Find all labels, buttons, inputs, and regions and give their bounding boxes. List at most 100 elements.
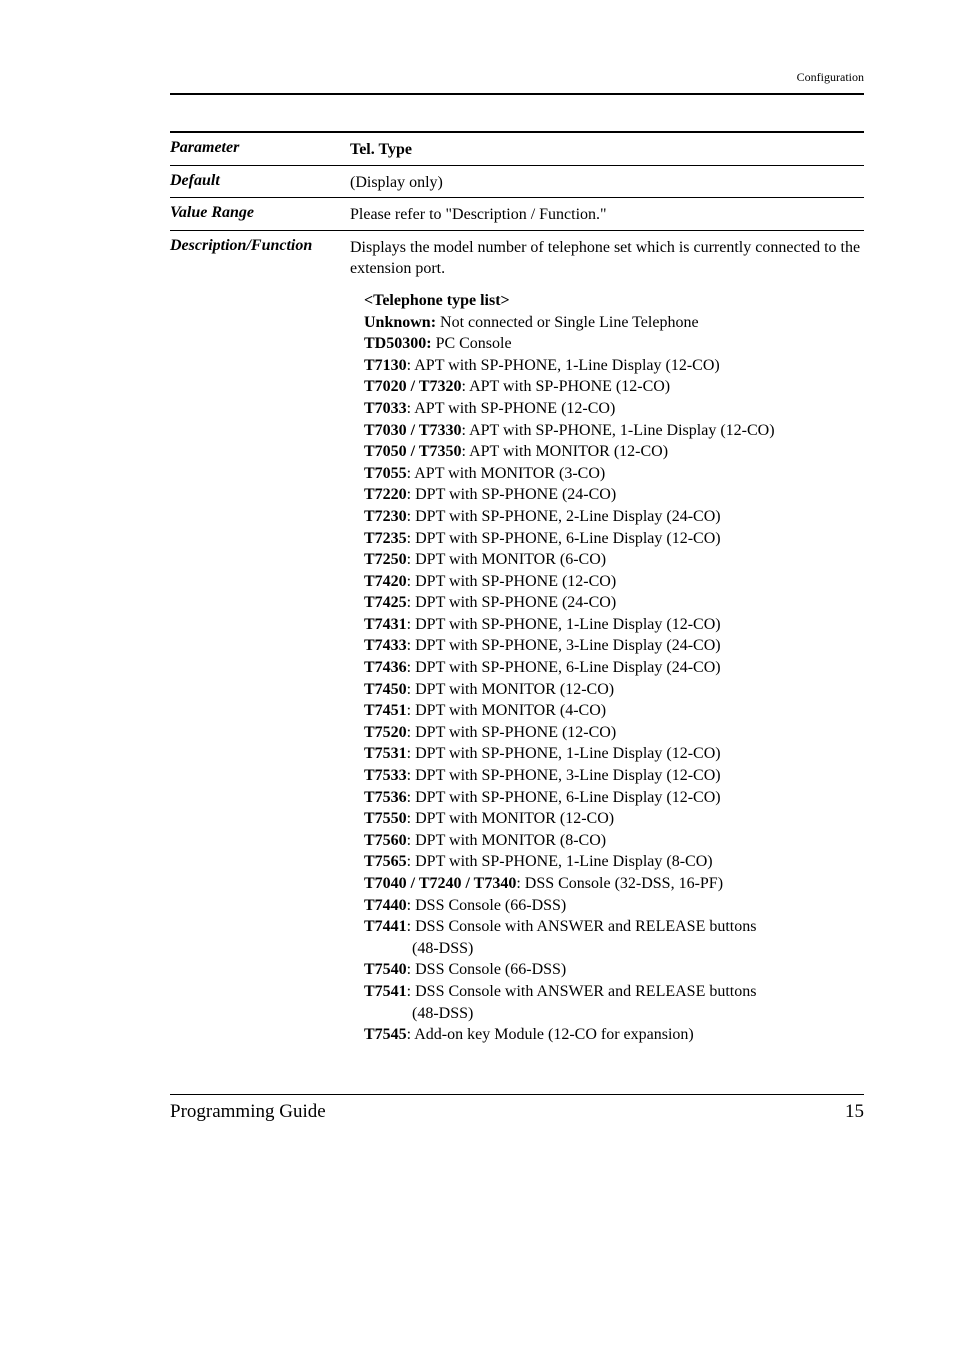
tel-item-model: T7030 / T7330 — [364, 422, 462, 439]
tel-item-desc: : DPT with SP-PHONE, 1-Line Display (12-… — [407, 616, 721, 633]
tel-item: T7440: DSS Console (66-DSS) — [364, 895, 864, 917]
tel-item-model: T7235 — [364, 530, 407, 547]
tel-item: T7030 / T7330: APT with SP-PHONE, 1-Line… — [364, 420, 864, 442]
tel-item: T7431: DPT with SP-PHONE, 1-Line Display… — [364, 614, 864, 636]
row-default: Default (Display only) — [170, 166, 864, 194]
tel-item-model: T7451 — [364, 702, 407, 719]
tel-item-desc: : DPT with MONITOR (6-CO) — [407, 551, 606, 568]
tel-item-desc: : DPT with SP-PHONE, 1-Line Display (8-C… — [407, 853, 713, 870]
tel-item-desc: : DPT with SP-PHONE, 1-Line Display (12-… — [407, 745, 721, 762]
telephone-type-list: <Telephone type list> Unknown: Not conne… — [350, 290, 864, 1046]
tel-item-model: T7033 — [364, 400, 407, 417]
tel-item: T7130: APT with SP-PHONE, 1-Line Display… — [364, 355, 864, 377]
tel-item-model: T7550 — [364, 810, 407, 827]
tel-item: T7545: Add-on key Module (12-CO for expa… — [364, 1024, 864, 1046]
tel-item-model: T7055 — [364, 465, 407, 482]
tel-item: T7433: DPT with SP-PHONE, 3-Line Display… — [364, 635, 864, 657]
tel-item-desc: PC Console — [432, 335, 512, 352]
tel-item: T7420: DPT with SP-PHONE (12-CO) — [364, 571, 864, 593]
tel-item-model: T7436 — [364, 659, 407, 676]
tel-item-model: T7536 — [364, 789, 407, 806]
header-section-label: Configuration — [170, 70, 864, 85]
tel-item: T7235: DPT with SP-PHONE, 6-Line Display… — [364, 528, 864, 550]
tel-item: T7531: DPT with SP-PHONE, 1-Line Display… — [364, 743, 864, 765]
tel-item-model: T7420 — [364, 573, 407, 590]
tel-item: T7520: DPT with SP-PHONE (12-CO) — [364, 722, 864, 744]
tel-item-desc: : APT with MONITOR (12-CO) — [462, 443, 669, 460]
tel-item: T7533: DPT with SP-PHONE, 3-Line Display… — [364, 765, 864, 787]
value-parameter-text: Tel. Type — [350, 141, 412, 158]
tel-item-desc: : DPT with SP-PHONE (12-CO) — [407, 724, 617, 741]
tel-item-model: TD50300: — [364, 335, 432, 352]
tel-items-container: Unknown: Not connected or Single Line Te… — [364, 312, 864, 1046]
tel-item-model: T7220 — [364, 486, 407, 503]
tel-item-desc: : DPT with SP-PHONE, 3-Line Display (24-… — [407, 637, 721, 654]
tel-item: T7550: DPT with MONITOR (12-CO) — [364, 808, 864, 830]
tel-item-desc: : DSS Console (66-DSS) — [407, 961, 567, 978]
tel-item: T7541: DSS Console with ANSWER and RELEA… — [364, 981, 864, 1003]
tel-item-desc: : DPT with MONITOR (12-CO) — [407, 681, 614, 698]
tel-item-desc: : DSS Console (32-DSS, 16-PF) — [516, 875, 723, 892]
tel-item-desc: : APT with SP-PHONE (12-CO) — [407, 400, 616, 417]
row-range: Value Range Please refer to "Description… — [170, 198, 864, 226]
tel-item-model: T7130 — [364, 357, 407, 374]
tel-item-model: T7533 — [364, 767, 407, 784]
tel-item-model: T7531 — [364, 745, 407, 762]
tel-item-desc: : DPT with SP-PHONE, 6-Line Display (12-… — [407, 530, 721, 547]
tel-item-model: T7020 / T7320 — [364, 378, 462, 395]
tel-item-desc: : DPT with MONITOR (4-CO) — [407, 702, 606, 719]
tel-item-desc: : APT with SP-PHONE, 1-Line Display (12-… — [407, 357, 720, 374]
row-parameter: Parameter Tel. Type — [170, 133, 864, 161]
tel-item-desc: : APT with SP-PHONE, 1-Line Display (12-… — [462, 422, 775, 439]
tel-item-model: T7541 — [364, 983, 407, 1000]
value-parameter: Tel. Type — [350, 133, 864, 161]
tel-item-desc: : APT with SP-PHONE (12-CO) — [462, 378, 671, 395]
tel-item-model: T7450 — [364, 681, 407, 698]
tel-item: T7425: DPT with SP-PHONE (24-CO) — [364, 592, 864, 614]
tel-item: T7050 / T7350: APT with MONITOR (12-CO) — [364, 441, 864, 463]
tel-item-model: T7565 — [364, 853, 407, 870]
tel-item-desc: : DPT with SP-PHONE, 6-Line Display (24-… — [407, 659, 721, 676]
tel-item: T7450: DPT with MONITOR (12-CO) — [364, 679, 864, 701]
desc-text: Displays the model number of telephone s… — [350, 239, 860, 278]
tel-item: T7536: DPT with SP-PHONE, 6-Line Display… — [364, 787, 864, 809]
label-range: Value Range — [170, 198, 350, 222]
tel-item-model: T7040 / T7240 / T7340 — [364, 875, 516, 892]
tel-item: T7033: APT with SP-PHONE (12-CO) — [364, 398, 864, 420]
tel-item-desc: : Add-on key Module (12-CO for expansion… — [407, 1026, 694, 1043]
tel-item-model: T7250 — [364, 551, 407, 568]
tel-item-model: T7431 — [364, 616, 407, 633]
label-default: Default — [170, 166, 350, 190]
tel-item-sub: (48-DSS) — [364, 938, 864, 960]
footer-page-number: 15 — [845, 1101, 864, 1123]
label-parameter: Parameter — [170, 133, 350, 157]
tel-item: T7230: DPT with SP-PHONE, 2-Line Display… — [364, 506, 864, 528]
value-desc: Displays the model number of telephone s… — [350, 231, 864, 1046]
tel-item-desc: : DPT with MONITOR (8-CO) — [407, 832, 606, 849]
tel-item: T7250: DPT with MONITOR (6-CO) — [364, 549, 864, 571]
tel-item-desc: : DPT with MONITOR (12-CO) — [407, 810, 614, 827]
tel-item-model: T7425 — [364, 594, 407, 611]
tel-item-desc: Not connected or Single Line Telephone — [436, 314, 699, 331]
tel-item-model: T7545 — [364, 1026, 407, 1043]
tel-item-desc: : APT with MONITOR (3-CO) — [407, 465, 606, 482]
tel-item-desc: : DPT with SP-PHONE (24-CO) — [407, 594, 617, 611]
tel-item: T7220: DPT with SP-PHONE (24-CO) — [364, 484, 864, 506]
tel-item-desc: : DSS Console with ANSWER and RELEASE bu… — [407, 918, 757, 935]
tel-item-model: T7230 — [364, 508, 407, 525]
tel-item-desc: : DPT with SP-PHONE, 2-Line Display (24-… — [407, 508, 721, 525]
tel-item-sub: (48-DSS) — [364, 1003, 864, 1025]
tel-list-header: <Telephone type list> — [364, 292, 510, 309]
tel-item: T7055: APT with MONITOR (3-CO) — [364, 463, 864, 485]
tel-item: T7436: DPT with SP-PHONE, 6-Line Display… — [364, 657, 864, 679]
tel-item-desc: : DPT with SP-PHONE (24-CO) — [407, 486, 617, 503]
footer-left: Programming Guide — [170, 1101, 326, 1123]
tel-item-model: T7540 — [364, 961, 407, 978]
value-range: Please refer to "Description / Function.… — [350, 198, 864, 226]
tel-item: T7040 / T7240 / T7340: DSS Console (32-D… — [364, 873, 864, 895]
tel-item-model: T7050 / T7350 — [364, 443, 462, 460]
tel-item: Unknown: Not connected or Single Line Te… — [364, 312, 864, 334]
tel-item: T7020 / T7320: APT with SP-PHONE (12-CO) — [364, 376, 864, 398]
tel-item-model: T7440 — [364, 897, 407, 914]
tel-item-desc: : DPT with SP-PHONE, 6-Line Display (12-… — [407, 789, 721, 806]
